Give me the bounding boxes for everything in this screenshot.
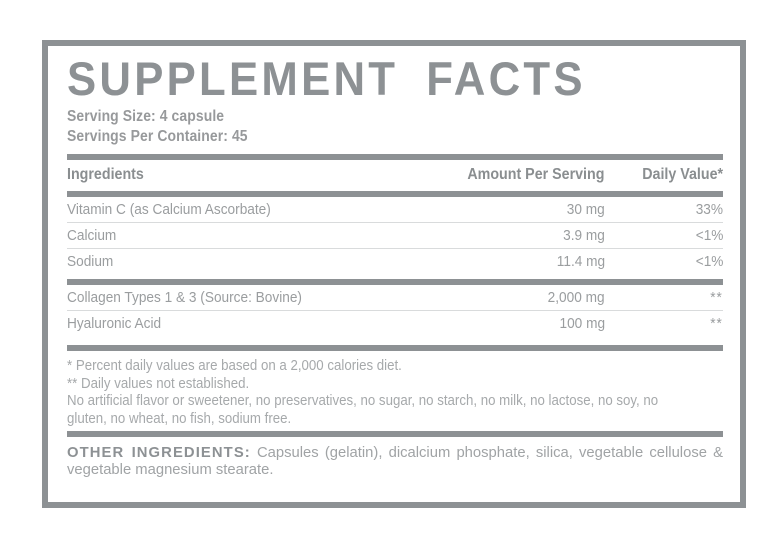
- nutrient-amount: 11.4 mg: [556, 253, 605, 270]
- row-separator: [67, 222, 723, 223]
- title-sub: FACTS: [426, 52, 586, 105]
- nutrient-name: Sodium: [67, 253, 114, 270]
- nutrient-daily-value: <1%: [695, 253, 723, 270]
- supplement-facts-panel: SUPPLEMENT FACTS Serving Size: 4 capsule…: [42, 40, 746, 508]
- other-ingredients-block: OTHER INGREDIENTS: Capsules (gelatin), d…: [67, 437, 723, 479]
- nutrient-amount: 2,000 mg: [547, 289, 605, 306]
- table-row: Vitamin C (as Calcium Ascorbate) 30 mg 3…: [67, 197, 723, 222]
- row-separator: [67, 248, 723, 249]
- rule-above-header: [67, 154, 723, 160]
- nutrient-amount: 30 mg: [566, 201, 605, 218]
- serving-size: Serving Size: 4 capsule: [67, 108, 225, 125]
- row-separator-cell: [67, 248, 723, 249]
- column-header-ingredients: Ingredients: [67, 166, 144, 183]
- nutrient-daily-value: **: [710, 315, 723, 332]
- page-title: SUPPLEMENT FACTS: [67, 54, 677, 104]
- nutrient-name: Calcium: [67, 227, 117, 244]
- spacer: [67, 147, 723, 154]
- rule-between-groups: [67, 279, 723, 285]
- footnote-daily-value: * Percent daily values are based on a 2,…: [67, 358, 402, 374]
- nutrient-group-two: Collagen Types 1 & 3 (Source: Bovine) 2,…: [67, 285, 723, 336]
- row-separator-cell: [67, 310, 723, 311]
- title-main: SUPPLEMENT: [67, 52, 399, 105]
- nutrient-daily-value: 33%: [695, 201, 723, 218]
- nutrient-amount: 3.9 mg: [563, 227, 605, 244]
- footnotes-block: * Percent daily values are based on a 2,…: [67, 351, 723, 428]
- spacer: [67, 336, 723, 345]
- nutrient-name: Vitamin C (as Calcium Ascorbate): [67, 201, 271, 218]
- nutrient-daily-value: <1%: [695, 227, 723, 244]
- table-header-row: Ingredients Amount Per Serving Daily Val…: [67, 160, 723, 191]
- footnote-not-established: ** Daily values not established.: [67, 375, 250, 392]
- other-ingredients-label: OTHER INGREDIENTS:: [67, 445, 251, 461]
- row-separator: [67, 310, 723, 311]
- label-inner-content: SUPPLEMENT FACTS Serving Size: 4 capsule…: [48, 46, 740, 502]
- nutrient-name: Collagen Types 1 & 3 (Source: Bovine): [67, 289, 302, 306]
- nutrient-daily-value: **: [710, 289, 723, 306]
- table-row: Sodium 11.4 mg <1%: [67, 249, 723, 274]
- nutrient-name: Hyaluronic Acid: [67, 315, 162, 332]
- rule-below-header: [67, 191, 723, 197]
- column-header-daily-value: Daily Value*: [642, 166, 723, 183]
- rule-above-other-ingredients: [67, 431, 723, 437]
- column-header-amount: Amount Per Serving: [467, 166, 605, 183]
- row-separator-cell: [67, 222, 723, 223]
- nutrition-table: Ingredients Amount Per Serving Daily Val…: [67, 160, 723, 191]
- table-row: Calcium 3.9 mg <1%: [67, 223, 723, 248]
- nutrient-amount: 100 mg: [559, 315, 605, 332]
- table-row: Collagen Types 1 & 3 (Source: Bovine) 2,…: [67, 285, 723, 310]
- title-space: [398, 52, 426, 105]
- nutrient-group-one: Vitamin C (as Calcium Ascorbate) 30 mg 3…: [67, 197, 723, 274]
- rule-above-footnotes: [67, 345, 723, 351]
- footnote-free-from: No artificial flavor or sweetener, no pr…: [67, 393, 659, 427]
- servings-per-container: Servings Per Container: 45: [67, 128, 248, 145]
- other-ingredients-body: Capsules (gelatin), dicalcium phosphate,…: [67, 445, 723, 478]
- table-row: Hyaluronic Acid 100 mg **: [67, 311, 723, 336]
